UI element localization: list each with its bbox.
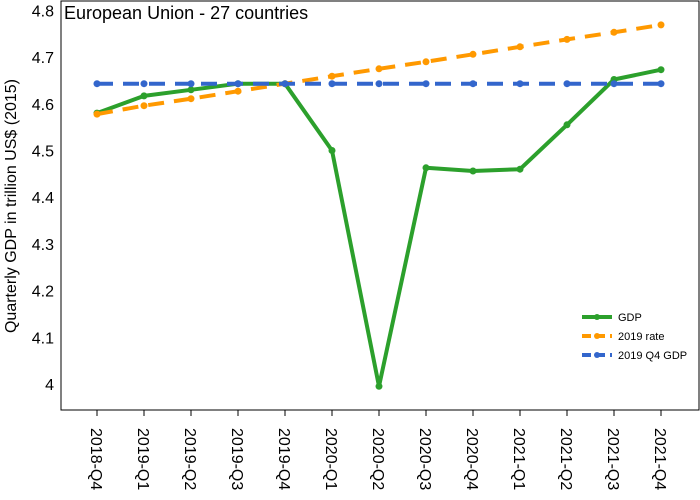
x-tick-label: 2020-Q4: [463, 428, 480, 490]
y-tick-label: 4.7: [32, 50, 54, 67]
x-tick-label: 2021-Q2: [557, 428, 574, 490]
legend-marker: [594, 333, 600, 339]
x-tick-label: 2019-Q1: [134, 428, 151, 490]
x-tick-label: 2019-Q3: [228, 428, 245, 490]
plot-frame: [60, 0, 700, 411]
y-tick-label: 4.6: [32, 97, 54, 114]
data-point: [469, 80, 477, 88]
series-layer: [93, 21, 665, 390]
data-point: [234, 80, 242, 88]
data-point: [563, 121, 571, 129]
data-point: [516, 80, 524, 88]
x-tick-label: 2020-Q1: [322, 428, 339, 490]
data-point: [469, 167, 477, 175]
legend-entry: 2019 rate: [582, 331, 664, 343]
data-point: [375, 382, 383, 390]
data-point: [422, 164, 430, 172]
data-point: [610, 80, 618, 88]
data-point: [516, 43, 524, 51]
y-tick-label: 4.4: [32, 190, 54, 207]
data-point: [140, 102, 148, 110]
y-axis-title: Quarterly GDP in trillion US$ (2015): [3, 79, 20, 333]
data-point: [657, 80, 665, 88]
data-point: [657, 66, 665, 74]
legend-entry: 2019 Q4 GDP: [582, 350, 687, 362]
legend-marker: [594, 352, 600, 358]
data-point: [281, 80, 289, 88]
y-tick-label: 4.2: [32, 284, 54, 301]
data-point: [234, 87, 242, 95]
y-tick-label: 4.1: [32, 330, 54, 347]
data-point: [657, 21, 665, 29]
legend-label: 2019 rate: [618, 331, 664, 343]
legend-entry: GDP: [582, 312, 642, 324]
chart-title: European Union - 27 countries: [64, 3, 308, 23]
y-tick-label: 4.5: [32, 144, 54, 161]
data-point: [422, 80, 430, 88]
x-axis: 2018-Q4 2019-Q1 2019-Q2 2019-Q3 2019-Q4 2020-…: [87, 410, 668, 490]
data-point: [469, 50, 477, 58]
data-point: [93, 110, 101, 118]
data-point: [610, 28, 618, 36]
x-tick-label: 2018-Q4: [87, 428, 104, 490]
data-point: [328, 72, 336, 80]
series-line: [96, 67, 662, 389]
data-point: [516, 165, 524, 173]
data-point: [375, 65, 383, 73]
x-tick-label: 2021-Q4: [651, 428, 668, 490]
series-2019-q4-gdp: [93, 80, 665, 88]
data-point: [563, 35, 571, 43]
x-tick-label: 2019-Q4: [275, 428, 292, 490]
x-tick-label: 2020-Q3: [416, 428, 433, 490]
data-point: [563, 80, 571, 88]
y-tick-label: 4.8: [32, 3, 54, 20]
legend: GDP 2019 rate 2019 Q4 GDP: [582, 312, 687, 362]
x-tick-label: 2021-Q1: [510, 428, 527, 490]
data-point: [140, 92, 148, 100]
legend-marker: [594, 314, 600, 320]
y-axis: 4 4.1 4.2 4.3 4.4 4.5 4.6 4.7 4.8: [32, 3, 54, 394]
data-point: [93, 80, 101, 88]
data-point: [328, 147, 336, 154]
x-tick-label: 2019-Q2: [181, 428, 198, 490]
data-point: [422, 58, 430, 66]
data-point: [140, 80, 148, 88]
y-tick-label: 4.3: [32, 237, 54, 254]
data-point: [375, 80, 383, 88]
legend-label: 2019 Q4 GDP: [618, 350, 687, 362]
series-2019-rate: [93, 21, 665, 118]
data-point: [187, 86, 195, 94]
legend-label: GDP: [618, 312, 642, 324]
y-tick-label: 4: [45, 377, 54, 394]
data-point: [187, 80, 195, 88]
x-tick-label: 2021-Q3: [604, 428, 621, 490]
data-point: [328, 80, 336, 88]
series-gdp: [93, 66, 665, 390]
x-tick-label: 2020-Q2: [369, 428, 386, 490]
data-point: [187, 95, 195, 103]
